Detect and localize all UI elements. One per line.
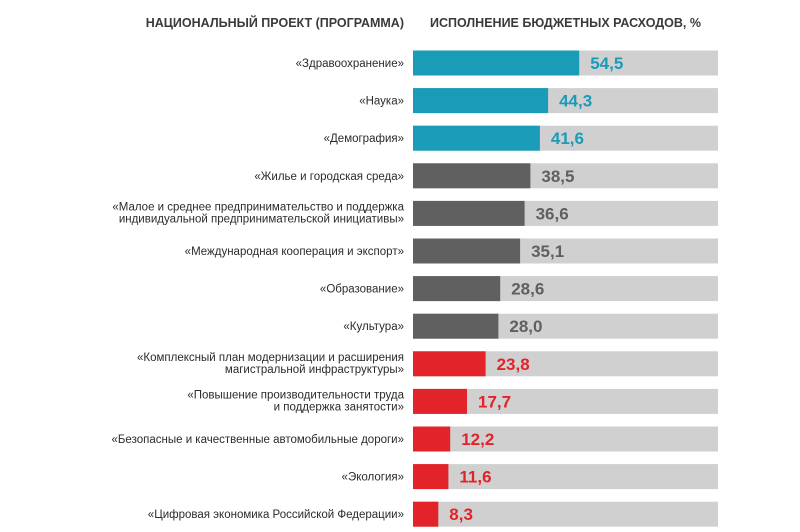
category-label: «Культура» (343, 321, 404, 333)
category-label: и поддержка занятости» (274, 401, 404, 413)
category-label: «Безопасные и качественные автомобильные… (111, 434, 404, 446)
category-label: «Здравоохранение» (296, 58, 404, 70)
category-label: «Образование» (320, 284, 404, 296)
bar (413, 464, 449, 490)
bar (413, 313, 499, 339)
bar (413, 88, 549, 114)
value-label: 54,5 (590, 54, 623, 73)
bar-row: 12,2 «Безопасные и качественные автомобил… (111, 426, 718, 452)
value-label: 35,1 (531, 242, 564, 261)
value-label: 8,3 (449, 505, 473, 524)
value-label: 12,2 (461, 430, 494, 449)
category-label: «Малое и среднее предпринимательство и п… (112, 201, 404, 213)
category-label: «Наука» (359, 96, 404, 108)
bar-row: 17,7 «Повышение производительности трудаи… (187, 388, 718, 414)
bar (413, 163, 531, 189)
bar (413, 388, 467, 414)
bar (413, 50, 580, 76)
bar-row: 44,3 «Наука» (359, 88, 718, 114)
category-label: индивидуальной предпринимательской иници… (119, 213, 404, 225)
bar (413, 276, 501, 302)
bar-row: 35,1 «Международная кооперация и экспорт» (185, 238, 718, 264)
bar (413, 426, 451, 452)
category-label: «Международная кооперация и экспорт» (185, 246, 404, 258)
bar-row: 23,8 «Комплексный план модернизации и рас… (137, 351, 718, 377)
bar (413, 238, 521, 264)
value-label: 41,6 (551, 129, 584, 148)
bar-row: 8,3 «Цифровая экономика Российской Федера… (148, 501, 718, 527)
category-label: магистральной инфраструктуры» (225, 364, 404, 376)
value-label: 36,6 (536, 204, 569, 223)
category-label: «Комплексный план модернизации и расшире… (137, 352, 404, 364)
value-label: 11,6 (459, 468, 491, 487)
value-label: 23,8 (497, 355, 530, 374)
value-label: 17,7 (478, 392, 511, 411)
bar (413, 125, 540, 151)
category-label: «Жилье и городская среда» (254, 171, 404, 183)
header-left: НАЦИОНАЛЬНЫЙ ПРОЕКТ (ПРОГРАММА) (146, 15, 404, 30)
bar-track (413, 501, 718, 527)
chart-rows: 54,5 «Здравоохранение» 44,3 «Наука» 41,6 «Дем… (111, 50, 718, 527)
bar-row: 28,0 «Культура» (343, 313, 718, 339)
bar-row: 41,6 «Демография» (324, 125, 718, 151)
bar (413, 200, 525, 226)
value-label: 28,0 (509, 317, 542, 336)
bar-row: 11,6 «Экология» (342, 464, 718, 490)
bar-row: 54,5 «Здравоохранение» (296, 50, 718, 76)
category-label: «Повышение производительности труда (187, 389, 404, 401)
category-label: «Демография» (324, 133, 404, 145)
value-label: 38,5 (541, 167, 574, 186)
bar (413, 351, 486, 377)
bar-row: 36,6 «Малое и среднее предпринимательство… (112, 200, 718, 226)
value-label: 28,6 (511, 280, 544, 299)
value-label: 44,3 (559, 92, 592, 111)
category-label: «Цифровая экономика Российской Федерации… (148, 509, 404, 521)
bar-row: 28,6 «Образование» (320, 276, 718, 302)
bar-track (413, 464, 718, 490)
bar-row: 38,5 «Жилье и городская среда» (254, 163, 718, 189)
category-label: «Экология» (342, 472, 404, 484)
header-right: ИСПОЛНЕНИЕ БЮДЖЕТНЫХ РАСХОДОВ, % (430, 16, 701, 30)
bar (413, 501, 439, 527)
bar-track (413, 426, 718, 452)
